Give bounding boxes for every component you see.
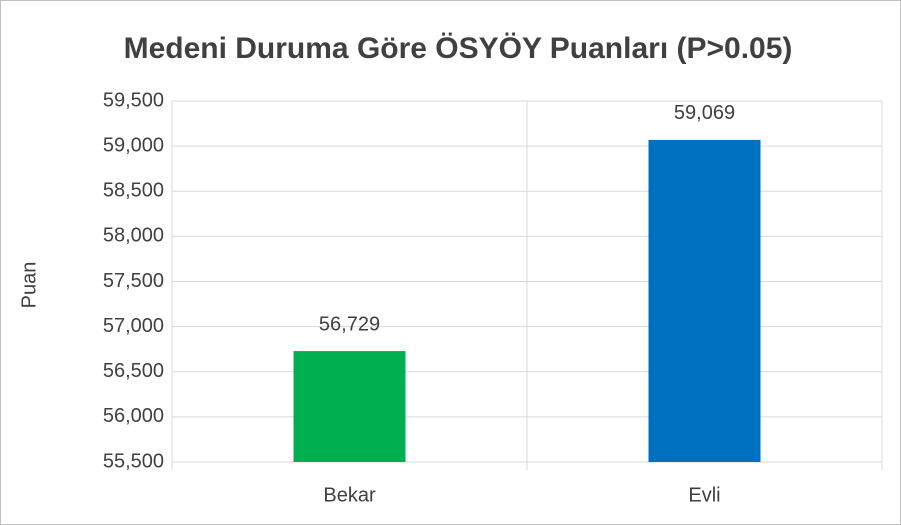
- y-tick-label: 57,000: [103, 315, 164, 337]
- x-tick-label: Bekar: [323, 484, 376, 506]
- y-axis-label: Puan: [18, 262, 40, 309]
- y-tick-label: 57,500: [103, 270, 164, 292]
- y-tick-label: 59,000: [103, 134, 164, 156]
- data-label: 56,729: [319, 313, 380, 335]
- y-tick-label: 55,500: [103, 450, 164, 472]
- bar: [293, 351, 406, 462]
- y-tick-label: 56,500: [103, 360, 164, 382]
- y-tick-label: 58,500: [103, 180, 164, 202]
- y-tick-label: 58,000: [103, 225, 164, 247]
- data-label: 59,069: [674, 102, 735, 124]
- chart-title: Medeni Duruma Göre ÖSYÖY Puanları (P>0.0…: [124, 32, 793, 65]
- y-tick-label: 56,000: [103, 405, 164, 427]
- y-tick-label: 59,500: [103, 89, 164, 111]
- x-tick-label: Evli: [688, 484, 720, 506]
- bar: [648, 139, 761, 462]
